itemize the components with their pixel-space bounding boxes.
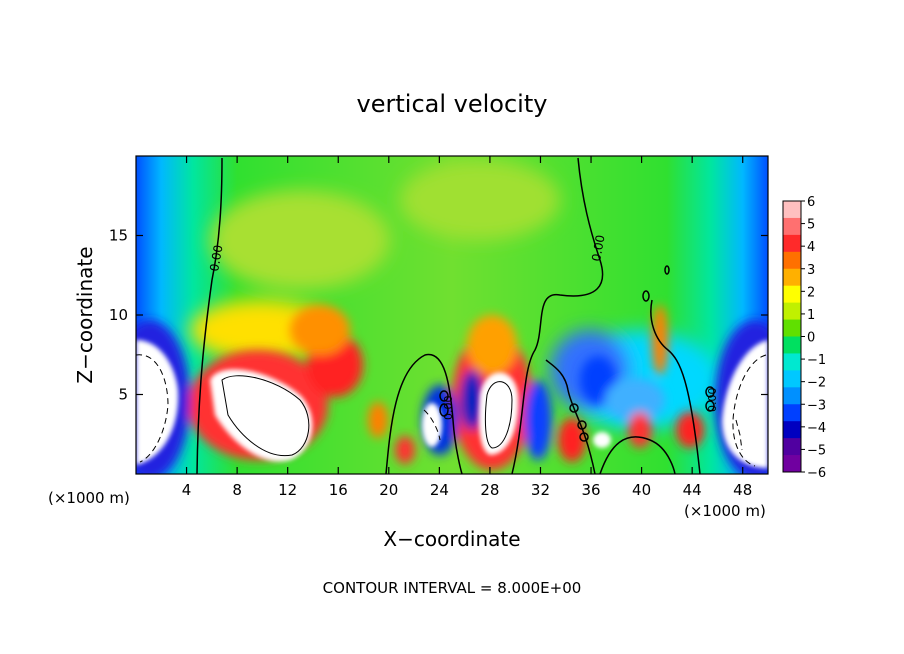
contour-lines [196, 157, 715, 474]
x-tick-label: 40 [632, 481, 651, 499]
x-tick-label: 12 [278, 481, 297, 499]
contour-label: 0.00 [207, 244, 225, 273]
colorbar-swatch [783, 353, 801, 371]
dashed-contours [136, 354, 767, 467]
colorbar-swatch [783, 319, 801, 337]
colorbar-swatch [783, 455, 801, 473]
colorbar-tick-label: −1 [807, 353, 826, 368]
colorbar-swatch [783, 234, 801, 253]
x-tick-label: 32 [531, 481, 550, 499]
colorbar-swatch [783, 251, 801, 270]
contour-core-lines [221, 375, 513, 457]
colorbar-swatch [783, 404, 801, 422]
x-axis-label: X−coordinate [383, 527, 520, 551]
contour-label: 0.00 [442, 396, 455, 421]
y-axis-ticks: 5 10 15 [109, 227, 768, 404]
x-tick-label: 4 [182, 481, 192, 499]
x-axis-ticks: 4 8 12 16 20 24 28 32 36 40 44 48 [182, 156, 752, 499]
x-unit-left: (×1000 m) [48, 489, 130, 507]
colorbar-tick-label: 2 [807, 285, 815, 300]
y-tick-label: 5 [118, 386, 128, 404]
x-tick-label: 8 [232, 481, 242, 499]
colorbar-swatch [783, 268, 801, 287]
x-tick-label: 20 [379, 481, 398, 499]
x-tick-label: 24 [430, 481, 449, 499]
x-unit-right: (×1000 m) [684, 502, 766, 520]
colorbar-tick-label: 4 [807, 240, 815, 255]
x-tick-label: 16 [329, 481, 348, 499]
colorbar-tick-label: −6 [807, 466, 826, 481]
colorbar-swatch [783, 336, 801, 354]
contour-label: 0.00 [706, 388, 719, 413]
x-tick-label: 48 [733, 481, 752, 499]
x-tick-label: 28 [480, 481, 499, 499]
chart-title: vertical velocity [357, 90, 548, 118]
colorbar-tick-label: 1 [807, 308, 815, 323]
colorbar-swatch [783, 302, 801, 321]
x-tick-label: 44 [683, 481, 702, 499]
y-tick-label: 10 [109, 306, 128, 324]
contour-labels: 0.00 0.00 0.00 0.00 [207, 234, 719, 420]
x-tick-label: 36 [581, 481, 600, 499]
colorbar-swatch [783, 438, 801, 456]
contour-label: 0.00 [589, 234, 607, 263]
colorbar-tick-label: 6 [807, 195, 815, 210]
colorbar-swatch [783, 370, 801, 388]
colorbar-tick-label: 0 [807, 331, 815, 346]
colorbar-swatch [783, 201, 801, 219]
colorbar-tick-label: −5 [807, 443, 826, 458]
colorbar-swatch [783, 421, 801, 439]
plot-area: 0.00 0.00 0.00 0.00 [136, 156, 768, 474]
colorbar-tick-label: −2 [807, 376, 826, 391]
colorbar-swatch [783, 285, 801, 304]
y-axis-label: Z−coordinate [73, 246, 97, 383]
y-tick-label: 15 [109, 227, 128, 245]
contour-interval-footer: CONTOUR INTERVAL = 8.000E+00 [323, 579, 582, 597]
colorbar-tick-label: −3 [807, 398, 826, 413]
colorbar-tick-label: 5 [807, 218, 815, 233]
colorbar-swatch [783, 217, 801, 236]
colorbar-tick-label: 3 [807, 263, 815, 278]
colorbar-tick-label: −4 [807, 421, 826, 436]
colorbar-swatch [783, 387, 801, 405]
colorbar: 6 5 4 3 2 1 0 −1 −2 −3 −4 −5 −6 [782, 195, 826, 481]
